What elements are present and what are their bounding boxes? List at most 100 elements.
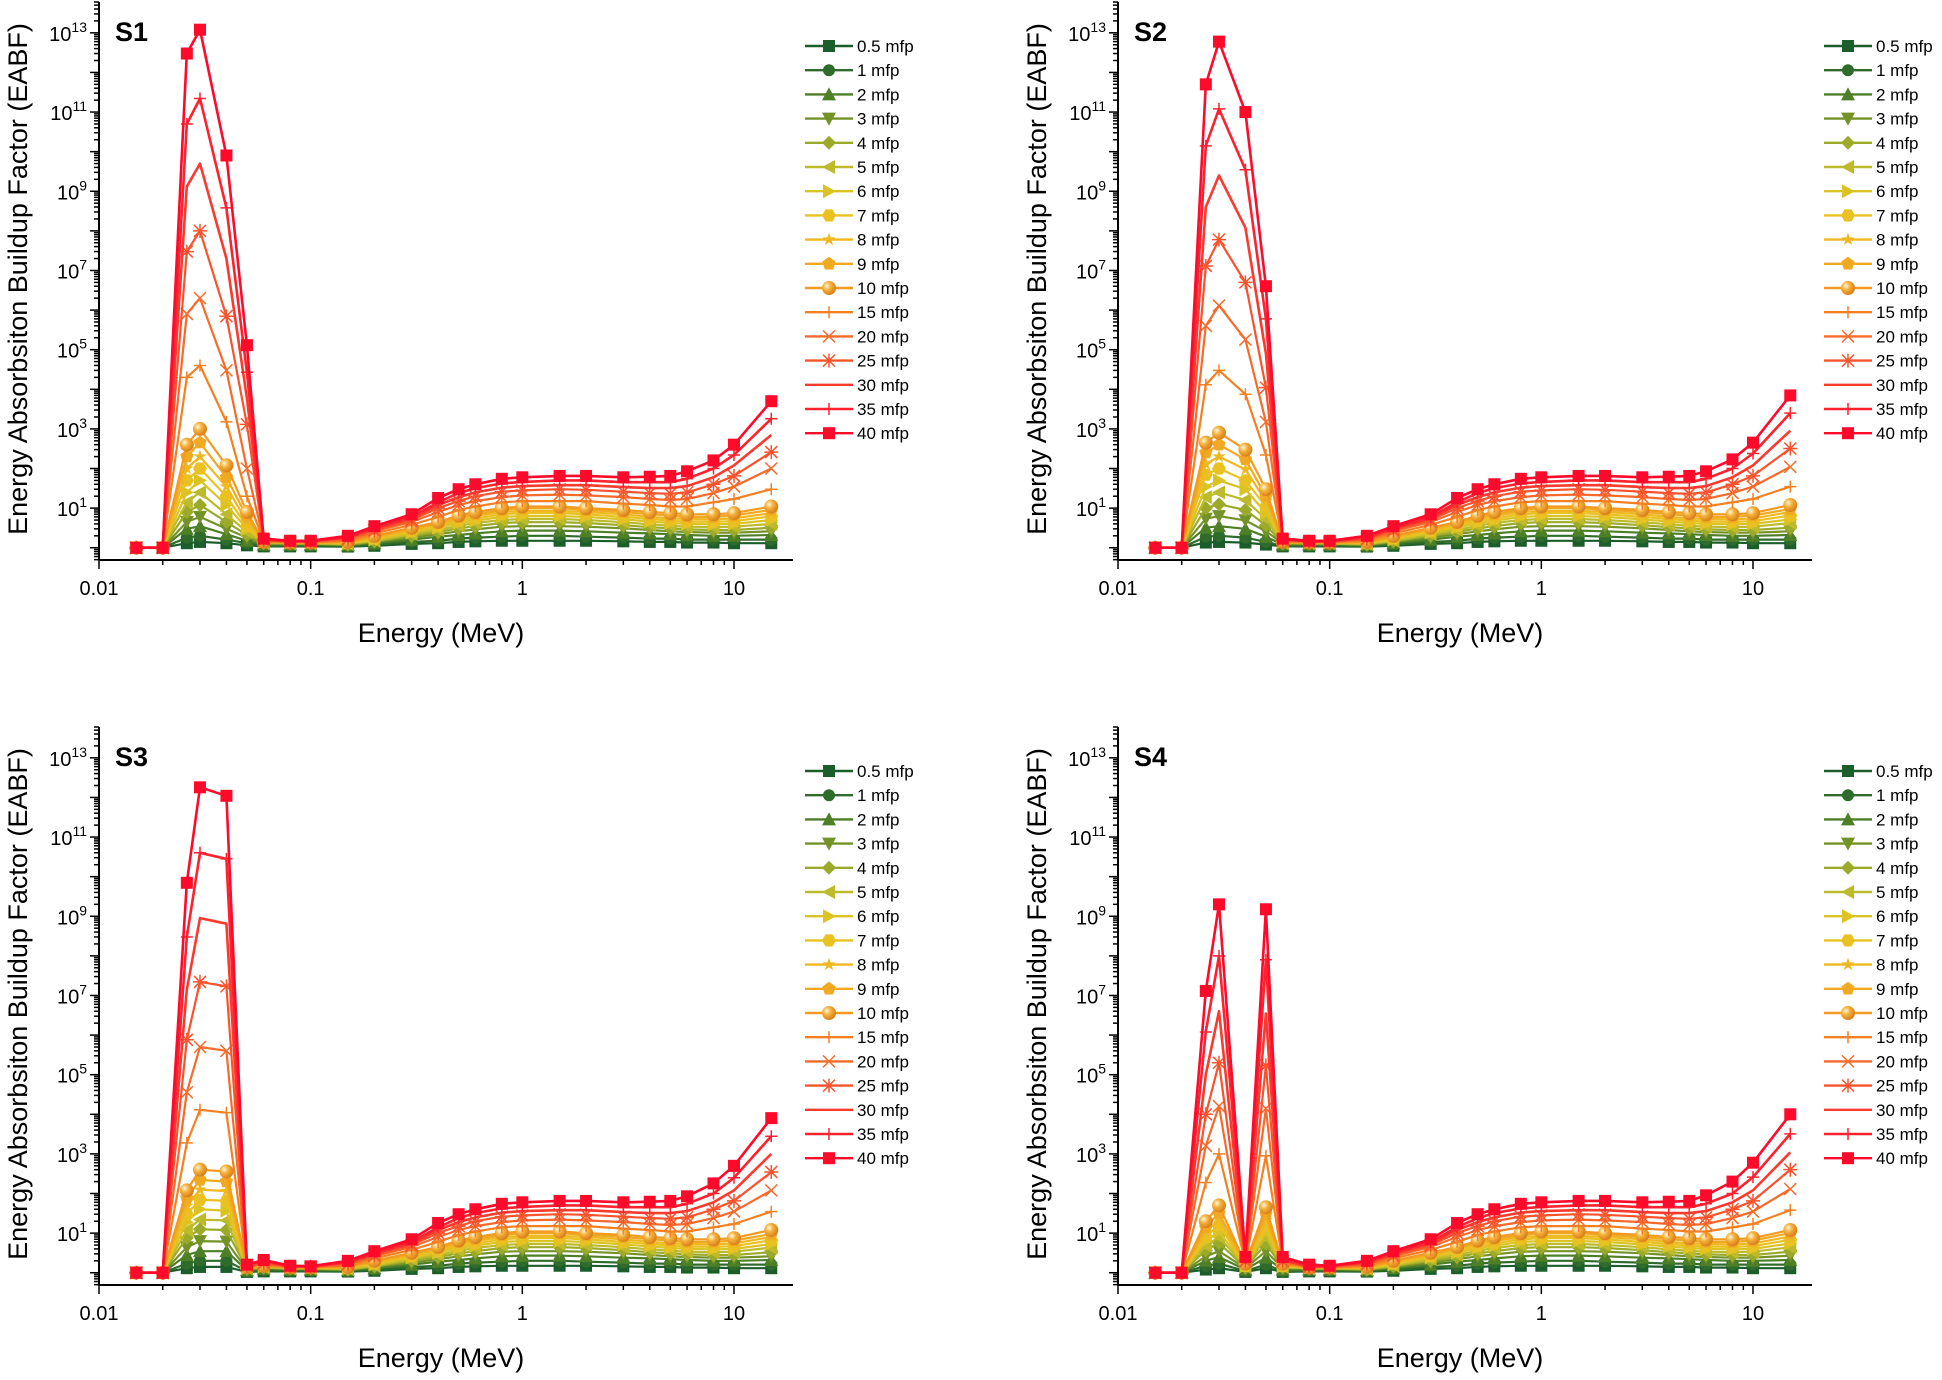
legend-label: 40 mfp — [1876, 424, 1928, 443]
legend-label: 0.5 mfp — [1876, 37, 1933, 56]
legend-item: 0.5 mfp — [1824, 37, 1933, 56]
legend-label: 1 mfp — [857, 786, 900, 805]
legend-marker-sphere-icon — [822, 281, 836, 295]
series-line — [136, 297, 772, 549]
data-point — [1725, 477, 1740, 492]
data-point — [1746, 1156, 1759, 1169]
data-point — [1700, 1189, 1713, 1202]
data-point — [765, 483, 778, 496]
data-point — [220, 149, 233, 162]
data-point — [642, 1229, 657, 1244]
series-line — [136, 162, 773, 549]
data-point — [1662, 470, 1675, 483]
data-point — [179, 1032, 194, 1047]
data-point — [1784, 1108, 1797, 1121]
legend-marker-triangle-left-icon — [1841, 885, 1854, 899]
data-point — [1387, 1245, 1400, 1258]
legend-item: 8 mfp — [805, 956, 900, 975]
data-point — [1700, 1225, 1713, 1238]
data-point — [1211, 425, 1226, 440]
y-tick-label: 1011 — [50, 823, 87, 850]
legend-marker-cross-icon — [822, 1054, 836, 1068]
legend-item: 15 mfp — [1824, 1028, 1928, 1047]
data-point — [764, 1183, 778, 1197]
data-point — [1636, 471, 1649, 484]
data-point — [193, 291, 207, 305]
legend-item: 5 mfp — [1824, 158, 1919, 177]
data-point — [1212, 473, 1226, 488]
data-point — [1784, 407, 1797, 420]
data-point — [1535, 1196, 1548, 1209]
series-line — [1155, 304, 1791, 549]
data-point — [180, 876, 193, 889]
data-point — [1572, 1194, 1585, 1207]
data-point — [1636, 1222, 1649, 1235]
data-point — [1239, 163, 1252, 176]
data-point — [680, 485, 695, 500]
x-tick-label: 1 — [517, 1303, 528, 1325]
legend-marker-asterisk-icon — [1841, 1078, 1855, 1093]
data-point — [707, 454, 720, 467]
data-point — [680, 507, 695, 522]
data-point — [1238, 333, 1252, 347]
data-point — [1239, 1250, 1252, 1263]
legend-item: 10 mfp — [1824, 279, 1928, 298]
data-point — [1424, 508, 1437, 521]
data-point — [764, 1164, 779, 1179]
data-point — [495, 472, 508, 485]
data-point — [642, 486, 657, 501]
legend-label: 15 mfp — [857, 303, 909, 322]
data-point — [580, 1194, 593, 1207]
legend-label: 5 mfp — [857, 883, 900, 902]
data-point — [1662, 498, 1675, 511]
data-point — [1451, 1217, 1464, 1230]
data-point — [552, 482, 567, 497]
data-point — [1451, 492, 1464, 505]
data-point — [1276, 1250, 1289, 1263]
data-point — [240, 1258, 253, 1271]
data-point — [616, 502, 631, 517]
data-point — [192, 1222, 207, 1237]
legend-item: 9 mfp — [1824, 980, 1919, 999]
data-point — [681, 1225, 694, 1238]
data-point — [193, 435, 207, 449]
data-point — [1211, 462, 1226, 475]
legend-label: 9 mfp — [857, 980, 900, 999]
legend-marker-triangle-up-icon — [822, 812, 836, 826]
data-point — [1149, 1266, 1162, 1279]
data-point — [494, 484, 509, 499]
data-point — [1598, 482, 1613, 497]
legend-marker-plus-icon — [823, 306, 835, 319]
data-point — [193, 1254, 206, 1267]
legend-item: 3 mfp — [805, 835, 900, 854]
legend-item: 25 mfp — [1824, 1077, 1928, 1096]
data-point — [180, 371, 193, 384]
data-point — [1783, 1222, 1798, 1237]
data-point — [1238, 493, 1252, 508]
legend-marker-diamond-icon — [1841, 135, 1855, 150]
legend-marker-triangle-up-icon — [1841, 87, 1855, 101]
data-point — [617, 1196, 630, 1209]
legend-label: 4 mfp — [857, 134, 900, 153]
legend-label: 2 mfp — [857, 85, 900, 104]
data-point — [707, 1177, 720, 1190]
data-point — [1199, 984, 1212, 997]
data-point — [1212, 437, 1226, 451]
x-tick-label: 0.01 — [80, 578, 119, 600]
data-point — [1636, 1196, 1649, 1209]
legend-label: 35 mfp — [1876, 400, 1928, 419]
data-point — [219, 479, 234, 493]
legend-item: 2 mfp — [805, 85, 900, 104]
legend-marker-cross-icon — [1841, 329, 1855, 343]
data-point — [284, 1259, 297, 1272]
legend-item: 6 mfp — [805, 182, 900, 201]
data-point — [1725, 1202, 1740, 1217]
data-point — [1198, 490, 1212, 505]
y-axis-title: Energy Absorbsiton Buildup Factor (EABF) — [3, 23, 33, 535]
plot-area — [129, 781, 779, 1280]
data-point — [579, 1207, 594, 1222]
legend-label: 6 mfp — [857, 182, 900, 201]
panel-label: S4 — [1134, 742, 1167, 772]
legend-marker-star-icon — [1841, 232, 1855, 246]
